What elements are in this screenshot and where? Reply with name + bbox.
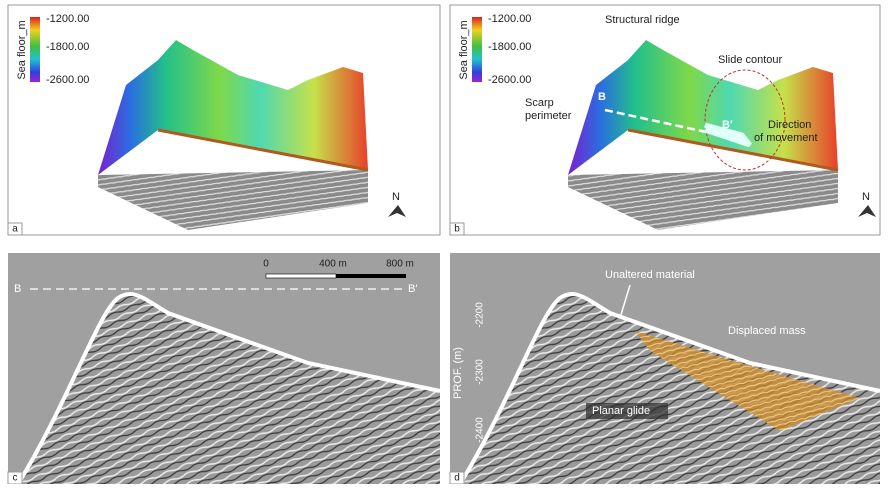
- section-start: B: [598, 91, 606, 103]
- annotation: Slide contour: [718, 54, 783, 66]
- axis-tick: -2400: [475, 417, 486, 443]
- annotation: Displaced mass: [728, 325, 806, 337]
- annotation: Scarp: [525, 97, 554, 109]
- annotation: perimeter: [525, 110, 572, 122]
- panel-d: PROF. (m) -2200 -2300 -2400 Unaltered ma…: [450, 253, 880, 484]
- colorbar-tick: -2600.00: [46, 74, 89, 86]
- annotation: Planar glide: [592, 405, 650, 417]
- page: Slide figure {"panels":[ {"label":"a","c…: [0, 0, 889, 484]
- axis-title: PROF. (m): [452, 347, 464, 399]
- scale-label: 0: [263, 259, 269, 270]
- annotation: Structural ridge: [605, 14, 680, 26]
- section-end: B′: [722, 119, 733, 131]
- axis-tick: -2300: [475, 359, 486, 385]
- colorbar-tick: -2600.00: [488, 74, 531, 86]
- panel-label: a: [12, 224, 18, 235]
- colorbar-tick: -1800.00: [488, 41, 531, 53]
- panel-a: Sea floor_m -1200.00 -1800.00 -2600.00 N…: [8, 5, 440, 235]
- panel-c: B B′ 0 400 m 800 m c: [8, 253, 440, 484]
- scale-label: 800 m: [386, 259, 414, 270]
- shape: [30, 17, 40, 82]
- panel-b: Sea floor_m -1200.00 -1800.00 -2600.00 S…: [450, 5, 880, 235]
- north-label: N: [862, 191, 870, 203]
- panel-label: d: [454, 473, 460, 484]
- annotation: of movement: [754, 132, 818, 144]
- scale-label: 400 m: [319, 259, 347, 270]
- panel-label: b: [454, 224, 460, 235]
- colorbar-tick: -1800.00: [46, 41, 89, 53]
- shape: [472, 17, 482, 82]
- shape: [336, 274, 406, 278]
- colorbar-tick: -1200.00: [46, 13, 89, 25]
- annotation: Direction: [768, 119, 811, 131]
- axis-tick: -2200: [475, 302, 486, 328]
- section-start: B: [14, 283, 21, 295]
- annotation: Unaltered material: [605, 269, 695, 281]
- body: Sea floor_m -1200.00 -1800.00 -2600.00 N…: [0, 0, 889, 484]
- colorbar-title: Sea floor_m: [16, 20, 28, 79]
- colorbar-tick: -1200.00: [488, 13, 531, 25]
- panel-label: c: [13, 473, 18, 484]
- section-end: B′: [408, 283, 417, 295]
- colorbar-title: Sea floor_m: [458, 20, 470, 79]
- shape: [266, 274, 336, 278]
- north-label: N: [392, 191, 400, 203]
- figure: Sea floor_m -1200.00 -1800.00 -2600.00 N…: [0, 0, 889, 484]
